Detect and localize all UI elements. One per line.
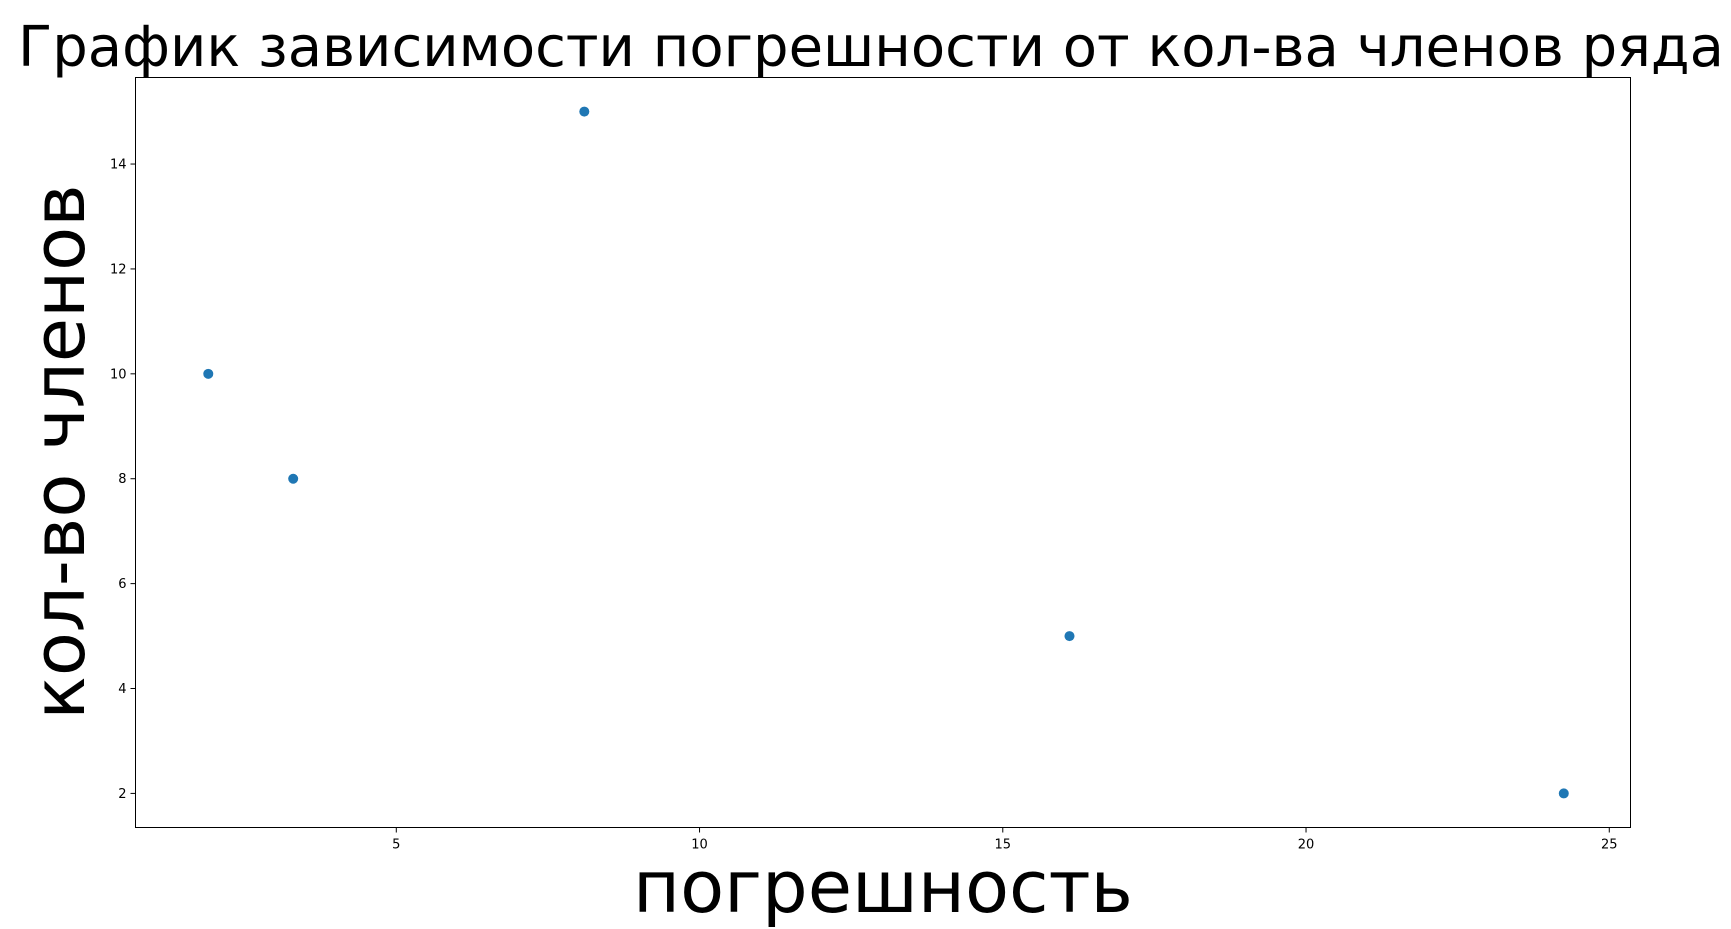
- data-point: [1558, 788, 1569, 799]
- y-tick-label: 14: [110, 158, 127, 173]
- y-tick-label: 6: [118, 577, 126, 592]
- data-point: [203, 368, 214, 379]
- data-point: [1064, 631, 1075, 642]
- x-axis-ticks: 5 10 15 20 25: [392, 827, 1618, 853]
- y-tick-label: 4: [118, 682, 126, 697]
- x-tick-label: 15: [995, 838, 1012, 853]
- y-tick-label: 10: [110, 367, 127, 382]
- y-tick-label: 2: [118, 787, 126, 802]
- plot-area-frame: [135, 77, 1631, 828]
- x-tick-label: 10: [691, 838, 708, 853]
- data-point: [579, 106, 590, 117]
- x-tick-label: 5: [392, 838, 400, 853]
- y-axis-label: кол-во членов: [17, 184, 101, 719]
- data-point: [288, 473, 299, 484]
- y-axis-ticks: 2 4 6 8 10 12 14: [110, 158, 136, 802]
- x-axis-label: погрешность: [633, 845, 1133, 929]
- x-tick-label: 20: [1298, 838, 1315, 853]
- y-tick-label: 8: [118, 472, 126, 487]
- data-points: [203, 106, 1569, 799]
- y-tick-label: 12: [110, 262, 127, 277]
- chart-title: График зависимости погрешности от кол-ва…: [18, 15, 1724, 80]
- x-tick-label: 25: [1601, 838, 1618, 853]
